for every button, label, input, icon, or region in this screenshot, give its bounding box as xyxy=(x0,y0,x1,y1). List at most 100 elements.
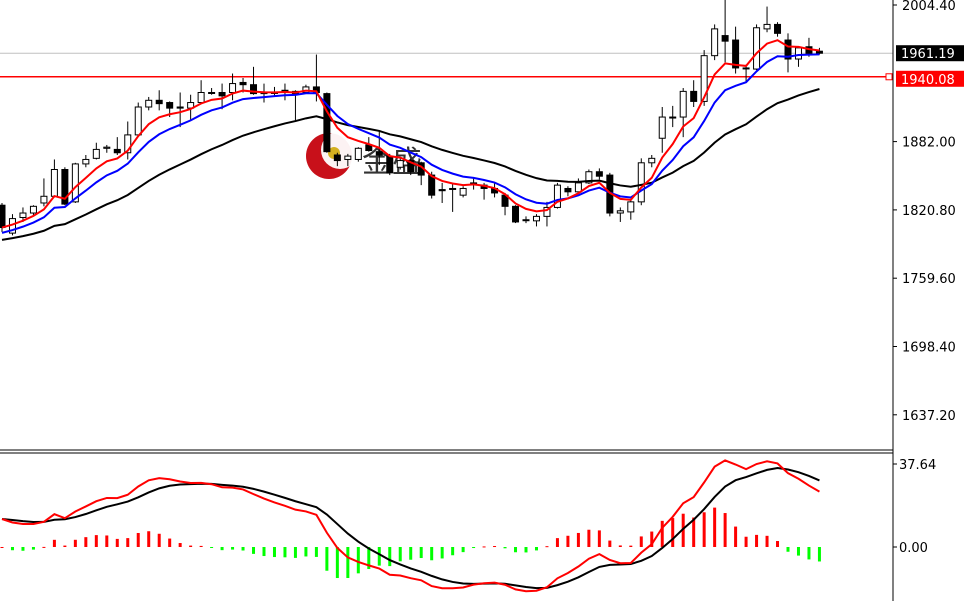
histogram-bar xyxy=(31,547,35,550)
histogram-bar xyxy=(409,547,413,560)
histogram-bar xyxy=(314,547,318,557)
candle xyxy=(784,33,792,73)
histogram-bar xyxy=(346,547,350,579)
candle-body-bear xyxy=(386,155,394,174)
candle xyxy=(71,162,79,203)
candle xyxy=(459,186,467,198)
candle xyxy=(407,158,415,176)
macd-signal-line xyxy=(1,467,820,590)
candle-body-bull xyxy=(19,212,27,218)
candle xyxy=(721,0,729,63)
histogram-bar xyxy=(534,547,538,551)
candle-body-bull xyxy=(396,160,404,168)
histogram-bar xyxy=(94,535,98,547)
histogram-bar xyxy=(597,530,601,547)
candle xyxy=(134,102,142,137)
current-price-tag xyxy=(896,45,964,62)
histogram-bar xyxy=(681,513,685,547)
candle xyxy=(522,216,530,224)
candle-body-bull xyxy=(679,90,687,118)
histogram-bar xyxy=(356,547,360,574)
candle-body-bull xyxy=(354,147,362,160)
candle-body-bear xyxy=(690,90,698,102)
candle-body-bull xyxy=(229,83,237,93)
histogram-bar xyxy=(157,533,161,547)
histogram-bar xyxy=(189,545,193,547)
histogram-bar xyxy=(335,547,339,579)
histogram-bar xyxy=(220,547,224,551)
histogram-bar xyxy=(451,547,455,556)
candle-body-bull xyxy=(532,215,540,222)
candle-body-bull xyxy=(522,219,530,222)
candle xyxy=(512,205,520,224)
histogram-bar xyxy=(10,547,14,551)
histogram-bar xyxy=(42,546,46,548)
histogram-bar xyxy=(765,535,769,547)
candle-body-bear xyxy=(113,148,121,154)
candle xyxy=(155,90,163,111)
candle xyxy=(176,92,184,128)
candle xyxy=(532,214,540,227)
candle-body-bear xyxy=(323,93,331,153)
price-tick-label: 1698.40 xyxy=(902,340,956,355)
candle-body-bull xyxy=(669,116,677,119)
candle-body-bull xyxy=(459,187,467,196)
histogram-bar xyxy=(639,536,643,547)
candle-body-bull xyxy=(71,163,79,203)
candle xyxy=(627,199,635,220)
histogram-bar xyxy=(262,547,266,557)
candle-body-bull xyxy=(134,106,142,136)
horizontal-line-handle[interactable] xyxy=(885,73,893,81)
candle-body-bear xyxy=(155,99,163,105)
candle xyxy=(438,182,446,203)
candle-body-bull xyxy=(103,146,111,149)
histogram-bar xyxy=(744,536,748,547)
histogram-bar xyxy=(115,538,119,547)
macd-main-line xyxy=(1,459,820,593)
candle-body-bull xyxy=(145,99,153,108)
candle xyxy=(763,6,771,33)
histogram-bar xyxy=(168,538,172,547)
histogram-bar xyxy=(786,547,790,552)
candle-body-bear xyxy=(0,204,6,229)
histogram-bar xyxy=(21,547,25,551)
candle-body-bear xyxy=(166,102,174,109)
horizontal-line-tag xyxy=(896,70,964,87)
histogram-bar xyxy=(178,543,182,547)
histogram-bar xyxy=(52,539,56,547)
macd-panel[interactable] xyxy=(0,459,821,593)
histogram-bar xyxy=(377,547,381,566)
moving-average-mid xyxy=(1,53,820,234)
histogram-bar xyxy=(692,517,696,547)
histogram-bar xyxy=(576,532,580,547)
price-axis[interactable]: 2004.40 1882.00 1820.80 1759.60 1698.40 1637.… xyxy=(893,0,956,424)
candle xyxy=(354,147,362,162)
candle xyxy=(449,182,457,212)
histogram-bar xyxy=(84,537,88,547)
histogram-bar xyxy=(482,546,486,548)
candle-body-bull xyxy=(616,210,624,214)
candle xyxy=(774,22,782,37)
price-panel[interactable]: 金盛 xyxy=(0,0,893,241)
macd-lines xyxy=(1,459,820,593)
histogram-bar xyxy=(398,547,402,562)
candle xyxy=(40,178,48,207)
candle xyxy=(208,88,216,95)
price-tags: 1961.19 1940.08 xyxy=(896,45,964,88)
candle-body-bull xyxy=(208,91,216,94)
price-tick-label: 1820.80 xyxy=(902,204,956,219)
candle-body-bear xyxy=(438,189,446,192)
candle xyxy=(595,168,603,180)
histogram-bar xyxy=(272,547,276,558)
candle xyxy=(92,142,100,160)
candle-body-bull xyxy=(794,47,802,60)
candle-body-bull xyxy=(40,195,48,204)
histogram-bar xyxy=(0,547,4,548)
candle xyxy=(333,152,341,167)
candle-body-bear xyxy=(239,81,247,86)
histogram-bar xyxy=(472,547,476,549)
histogram-bar xyxy=(252,547,256,554)
histogram-bar xyxy=(440,547,444,559)
histogram-bar xyxy=(503,547,507,549)
